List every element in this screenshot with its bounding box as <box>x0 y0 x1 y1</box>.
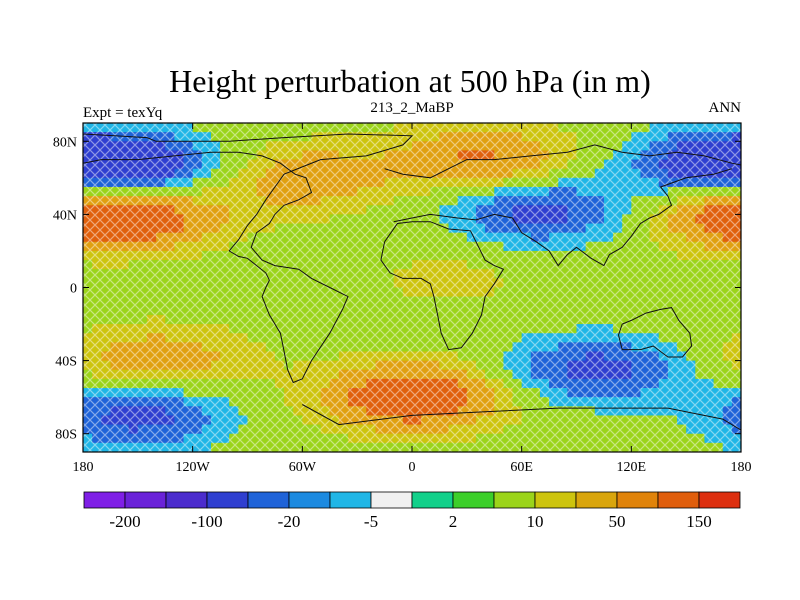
colorbar-box <box>83 491 126 509</box>
colorbar-box <box>534 491 577 509</box>
latitude-axis: 80N 40N 0 40S 80S <box>53 135 741 443</box>
colorbar-box <box>657 491 700 509</box>
coastline <box>302 404 741 431</box>
lat-tick-label: 40N <box>53 208 77 223</box>
coastline <box>384 144 741 179</box>
colorbar-box <box>411 491 454 509</box>
colorbar: -200 -100 -20 -5 2 10 50 150 <box>83 491 741 531</box>
left-subtitle: Expt = texYq <box>83 105 163 121</box>
lat-tick-label: 80N <box>53 135 77 150</box>
coastline <box>617 307 693 358</box>
colorbar-label: 2 <box>449 512 458 531</box>
lon-tick-label: 60E <box>510 460 533 475</box>
right-subtitle: ANN <box>709 100 742 116</box>
colorbar-label: 50 <box>609 512 626 531</box>
coastline <box>380 221 505 351</box>
colorbar-box <box>493 491 536 509</box>
colorbar-box <box>206 491 249 509</box>
colorbar-box <box>124 491 167 509</box>
colorbar-box <box>575 491 618 509</box>
colorbar-box <box>698 491 741 509</box>
lon-tick-label: 0 <box>409 460 416 475</box>
field-layer <box>83 123 741 452</box>
lon-tick-label: 60W <box>289 460 317 475</box>
lon-tick-label: 180 <box>731 460 752 475</box>
map-title: Height perturbation at 500 hPa (in m) <box>169 63 651 99</box>
colorbar-box <box>452 491 495 509</box>
colorbar-box <box>370 491 413 509</box>
coastlines <box>83 133 741 431</box>
lat-tick-label: 40S <box>55 355 77 370</box>
lat-tick-label: 80S <box>55 428 77 443</box>
coastline <box>83 133 414 384</box>
colorbar-box <box>288 491 331 509</box>
lat-tick-label: 0 <box>70 282 77 297</box>
colorbar-label: -5 <box>364 512 378 531</box>
colorbar-label: 10 <box>527 512 544 531</box>
colorbar-box <box>616 491 659 509</box>
center-subtitle: 213_2_MaBP <box>370 100 453 116</box>
longitude-axis: 180 120W 60W 0 60E 120E 180 <box>73 123 752 475</box>
colorbar-box <box>247 491 290 509</box>
colorbar-box <box>165 491 208 509</box>
colorbar-box <box>329 491 372 509</box>
coastline <box>393 168 733 267</box>
lon-tick-label: 180 <box>73 460 94 475</box>
lon-tick-label: 120W <box>176 460 211 475</box>
hatch-overlay <box>83 123 741 452</box>
lon-tick-label: 120E <box>617 460 647 475</box>
colorbar-label: -100 <box>191 512 222 531</box>
colorbar-label: -200 <box>109 512 140 531</box>
colorbar-label: -20 <box>278 512 301 531</box>
colorbar-label: 150 <box>686 512 712 531</box>
